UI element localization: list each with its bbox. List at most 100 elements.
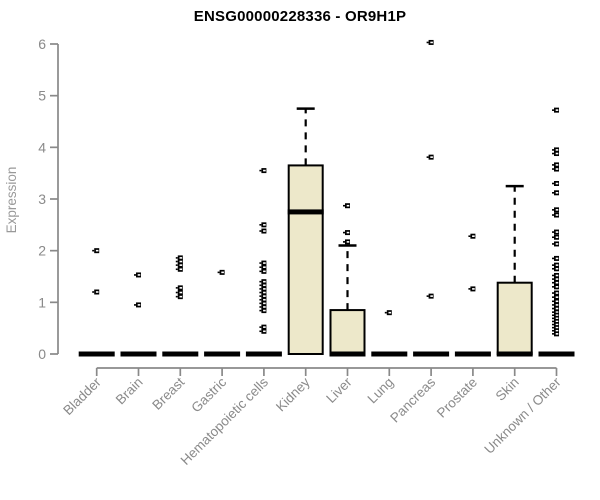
outlier-notch xyxy=(263,330,266,333)
outlier-notch xyxy=(555,236,559,239)
outlier-point xyxy=(259,304,267,310)
outlier-notch xyxy=(555,231,559,233)
outlier-notch xyxy=(263,230,266,232)
median-line xyxy=(245,351,282,357)
outlier-notch xyxy=(263,262,266,264)
outlier-notch xyxy=(179,295,183,298)
outlier-nub xyxy=(259,284,262,287)
outlier-point xyxy=(552,147,559,153)
outlier-point xyxy=(92,248,100,254)
outlier-point xyxy=(552,312,559,318)
x-axis-label: Prostate xyxy=(434,375,480,421)
outlier-nub xyxy=(259,230,262,232)
x-axis-label: Breast xyxy=(149,374,187,412)
outlier-notch xyxy=(555,329,559,332)
outlier-nub xyxy=(259,280,262,283)
outlier-notch xyxy=(555,304,559,306)
outlier-nub xyxy=(468,235,471,237)
outlier-nub xyxy=(259,169,262,172)
outlier-point xyxy=(552,190,559,196)
median-line xyxy=(454,351,491,357)
outlier-point xyxy=(552,309,559,315)
outlier-nub xyxy=(259,309,262,312)
outlier-nub xyxy=(259,295,262,297)
outlier-notch xyxy=(263,280,266,283)
outlier-nub xyxy=(343,204,345,207)
outlier-point xyxy=(384,310,392,316)
outlier-notch xyxy=(179,260,183,263)
outlier-notch xyxy=(555,182,559,185)
outlier-point xyxy=(552,151,559,157)
outlier-nub xyxy=(552,164,554,166)
outlier-notch xyxy=(555,317,559,320)
outlier-notch xyxy=(346,204,350,207)
outlier-notch xyxy=(263,270,266,273)
outlier-notch xyxy=(263,224,266,226)
outlier-point xyxy=(552,315,559,321)
outlier-notch xyxy=(555,286,559,288)
outlier-nub xyxy=(134,274,136,276)
outlier-point xyxy=(259,290,267,296)
x-axis-label: Lung xyxy=(365,375,397,407)
outlier-nub xyxy=(552,320,554,323)
outlier-notch xyxy=(555,209,559,211)
outlier-notch xyxy=(263,298,266,301)
median-line xyxy=(329,351,366,357)
outlier-notch xyxy=(221,271,224,274)
outlier-notch xyxy=(472,235,475,237)
box xyxy=(496,281,533,356)
outlier-nub xyxy=(468,288,471,290)
outlier-point xyxy=(552,331,559,337)
outlier-notch xyxy=(555,152,559,155)
y-axis-tick-label: 6 xyxy=(38,36,46,52)
outlier-notch xyxy=(346,241,350,243)
outlier-nub xyxy=(384,311,387,314)
outlier-nub xyxy=(552,264,554,266)
outlier-notch xyxy=(346,231,350,234)
outlier-point xyxy=(552,272,559,278)
outlier-point xyxy=(552,322,559,328)
outlier-nub xyxy=(259,302,262,305)
outlier-nub xyxy=(343,241,345,243)
outlier-nub xyxy=(175,260,178,263)
outlier-nub xyxy=(259,326,262,328)
x-axis-label: Kidney xyxy=(273,374,313,414)
outlier-point xyxy=(259,260,267,266)
outlier-point xyxy=(175,262,183,268)
box xyxy=(287,164,324,355)
outlier-point xyxy=(426,39,434,45)
outlier-nub xyxy=(92,291,95,293)
outlier-notch xyxy=(555,264,559,266)
outlier-point xyxy=(259,282,267,288)
outlier-point xyxy=(552,255,559,261)
outlier-notch xyxy=(555,292,559,294)
median-line xyxy=(413,351,450,357)
outlier-nub xyxy=(426,295,429,297)
outlier-point xyxy=(552,234,559,240)
outlier-notch xyxy=(263,284,266,287)
outlier-notch xyxy=(555,320,559,323)
outlier-nub xyxy=(259,298,262,301)
outlier-nub xyxy=(259,306,262,308)
outlier-nub xyxy=(552,281,554,284)
outlier-point xyxy=(259,328,267,334)
x-axis-label: Skin xyxy=(493,375,522,404)
outlier-notch xyxy=(555,274,559,277)
median-line xyxy=(371,351,408,357)
outlier-nub xyxy=(552,149,554,151)
outlier-point xyxy=(343,239,350,245)
outlier-point xyxy=(552,266,559,272)
outlier-point xyxy=(343,203,350,209)
outlier-nub xyxy=(175,287,178,289)
outlier-notch xyxy=(555,267,559,270)
outlier-nub xyxy=(552,278,554,280)
outlier-nub xyxy=(175,291,178,294)
outlier-point xyxy=(259,264,267,270)
x-axis-label: Bladder xyxy=(60,374,104,418)
outlier-point xyxy=(259,268,267,274)
outlier-point xyxy=(468,286,476,292)
outlier-point xyxy=(175,285,183,291)
outlier-nub xyxy=(552,192,554,194)
outlier-nub xyxy=(134,304,136,306)
outlier-point xyxy=(552,276,559,282)
